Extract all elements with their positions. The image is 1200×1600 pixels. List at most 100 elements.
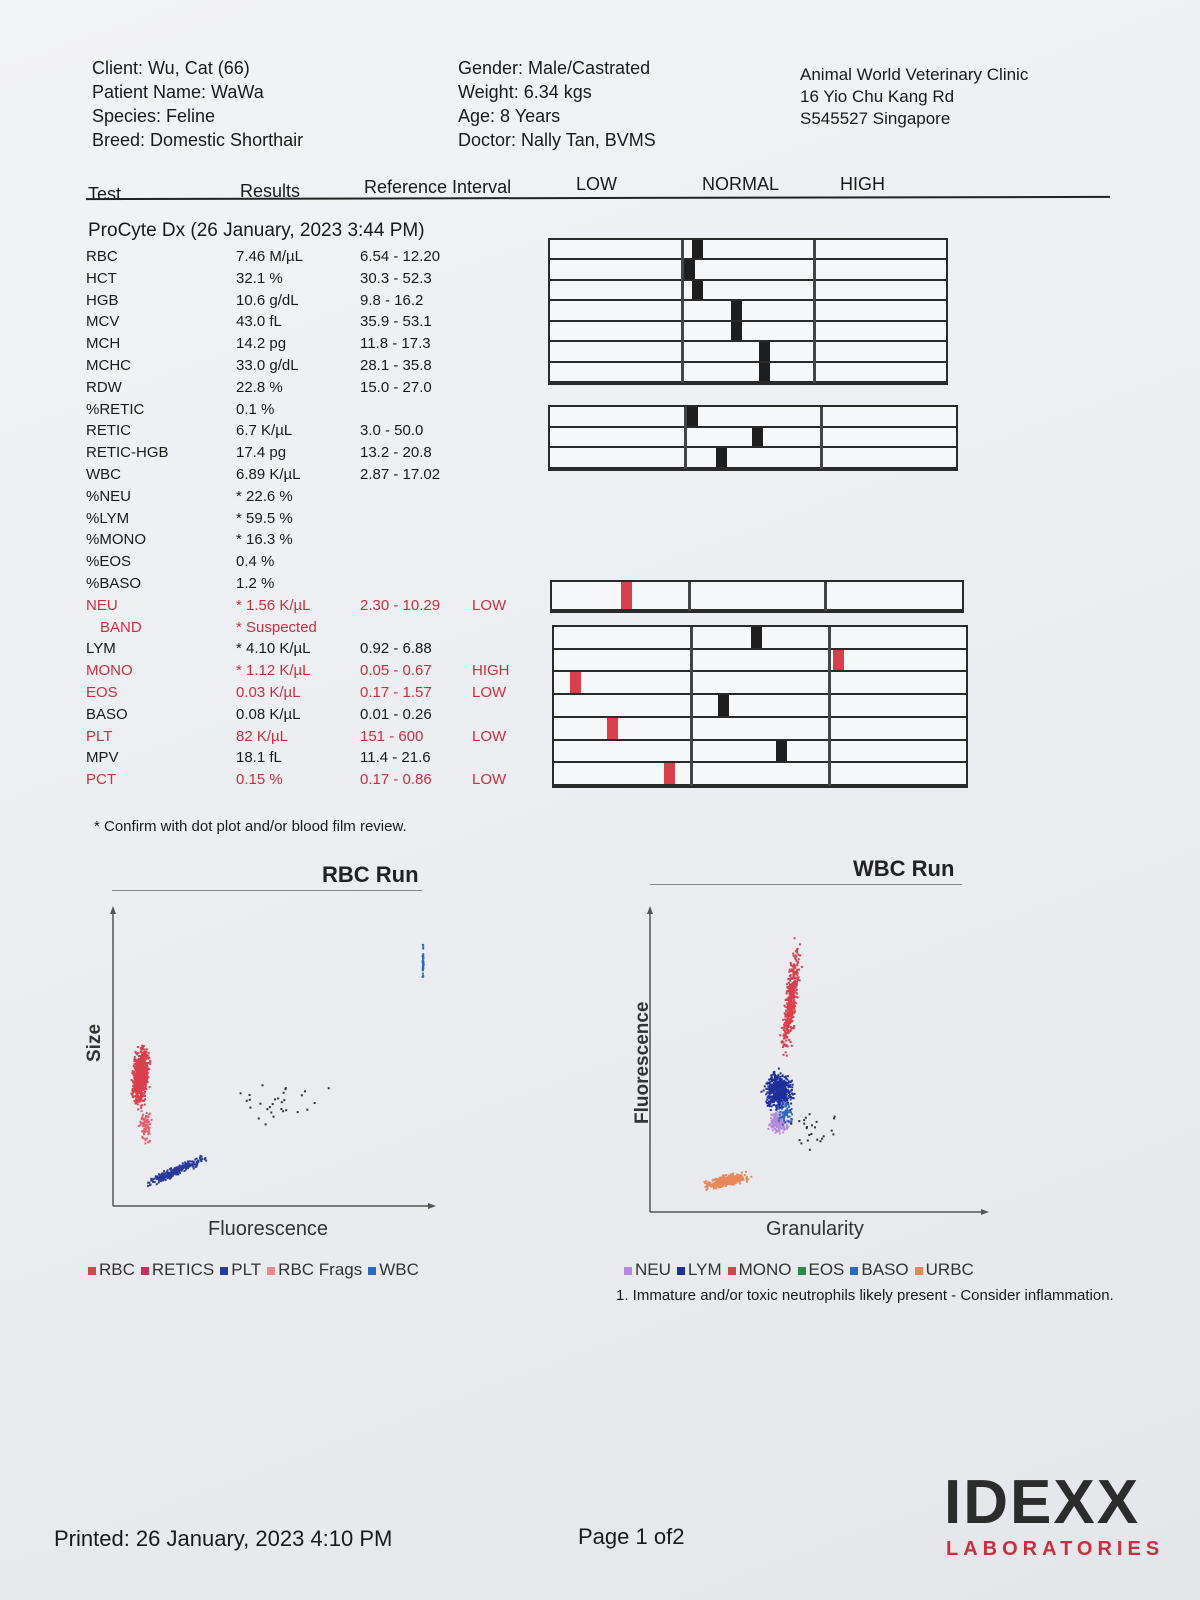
baso-cluster-point bbox=[784, 1104, 787, 1107]
result-result: 82 K/µL bbox=[236, 727, 289, 745]
gauge-group-wbc-diff bbox=[552, 625, 968, 788]
mono-cluster-point bbox=[787, 1017, 790, 1020]
lym-cluster-point bbox=[784, 1094, 786, 1096]
rbc-cluster-point bbox=[146, 1056, 149, 1058]
plt-cluster-point bbox=[148, 1181, 151, 1184]
neu-cluster-point bbox=[782, 1131, 785, 1134]
retic-cluster-point bbox=[148, 1120, 151, 1123]
neu-cluster-point bbox=[768, 1124, 771, 1127]
lym-cluster-point bbox=[769, 1102, 772, 1105]
urbc-cluster-point bbox=[725, 1181, 728, 1183]
plt-cluster-point bbox=[155, 1178, 158, 1181]
lym-cluster-point bbox=[766, 1081, 769, 1084]
neu-cluster-point bbox=[778, 1122, 781, 1124]
debris-point bbox=[798, 1139, 801, 1142]
plt-cluster-point bbox=[187, 1163, 190, 1166]
gauge-row-mchc bbox=[550, 342, 946, 363]
plt-cluster-point bbox=[163, 1178, 166, 1181]
rbc-frag-point bbox=[296, 1111, 299, 1114]
baso-cluster-point bbox=[785, 1109, 788, 1112]
rbc-x-label: Fluorescence bbox=[208, 1218, 329, 1240]
mono-cluster-point bbox=[784, 1024, 786, 1027]
baso-cluster-point bbox=[782, 1116, 784, 1119]
plt-cluster-point bbox=[191, 1163, 194, 1166]
baso-cluster-point bbox=[780, 1116, 783, 1119]
urbc-cluster-point bbox=[706, 1182, 709, 1185]
legend-swatch bbox=[727, 1266, 736, 1275]
baso-cluster-point bbox=[790, 1111, 792, 1114]
lym-cluster-point bbox=[780, 1078, 783, 1081]
mono-cluster-point bbox=[798, 979, 801, 982]
debris-point bbox=[822, 1135, 825, 1138]
rbc-cluster-point bbox=[146, 1073, 149, 1076]
plt-cluster-point bbox=[177, 1166, 180, 1168]
lym-cluster-point bbox=[765, 1087, 768, 1090]
mono-cluster-point bbox=[783, 1004, 786, 1007]
urbc-cluster-point bbox=[736, 1173, 739, 1176]
col-low: LOW bbox=[576, 174, 618, 194]
urbc-cluster-point bbox=[713, 1179, 716, 1182]
debris-point bbox=[804, 1116, 807, 1119]
lym-cluster-point bbox=[772, 1090, 775, 1093]
rbc-cluster-point bbox=[146, 1057, 149, 1060]
rbc-frag-point bbox=[248, 1094, 251, 1096]
rbc-y-label: Size bbox=[84, 1023, 105, 1062]
lym-cluster-point bbox=[766, 1082, 769, 1085]
plt-cluster-point bbox=[184, 1163, 187, 1166]
result-test: %MONO bbox=[86, 531, 146, 549]
urbc-cluster-point bbox=[723, 1174, 726, 1177]
plt-cluster-point bbox=[188, 1165, 191, 1168]
mono-cluster-point bbox=[789, 996, 792, 999]
plt-cluster-point bbox=[192, 1161, 195, 1163]
result-test: NEU bbox=[86, 596, 118, 614]
rbc-cluster-point bbox=[137, 1085, 140, 1088]
mono-cluster-point bbox=[786, 1027, 789, 1030]
retic-cluster-point bbox=[143, 1137, 146, 1140]
result-ref: 0.05 - 0.67 bbox=[360, 662, 432, 680]
rbc-cluster-point bbox=[134, 1084, 137, 1087]
mono-cluster-point bbox=[791, 1019, 794, 1022]
mono-cluster-point bbox=[786, 1024, 789, 1027]
result-ref: 3.0 - 50.0 bbox=[360, 422, 424, 440]
rbc-cluster-point bbox=[131, 1093, 134, 1096]
rbc-cluster-point bbox=[139, 1050, 142, 1053]
plt-cluster-point bbox=[170, 1176, 172, 1179]
baso-cluster-point bbox=[777, 1107, 780, 1110]
plt-cluster-point bbox=[149, 1183, 152, 1186]
lym-cluster-point bbox=[779, 1078, 782, 1081]
rbc-frag-point bbox=[274, 1098, 276, 1101]
lym-cluster-point bbox=[779, 1072, 782, 1075]
rbc-cluster-point bbox=[133, 1088, 136, 1091]
result-result: * Suspected bbox=[236, 618, 317, 636]
retic-cluster-point bbox=[145, 1121, 148, 1124]
urbc-cluster-point bbox=[727, 1176, 730, 1179]
mono-cluster-point bbox=[792, 981, 795, 984]
baso-cluster-point bbox=[787, 1103, 790, 1106]
neu-cluster-point bbox=[776, 1110, 779, 1113]
rbc-cluster-point bbox=[140, 1064, 143, 1066]
mono-cluster-point bbox=[793, 983, 796, 986]
neu-cluster-point bbox=[770, 1113, 773, 1116]
urbc-cluster-point bbox=[719, 1176, 721, 1179]
mono-cluster-point bbox=[786, 986, 789, 989]
mono-cluster-point bbox=[788, 968, 791, 971]
legend-label: URBC bbox=[925, 1260, 974, 1279]
lym-cluster-point bbox=[787, 1089, 790, 1092]
mono-cluster-point bbox=[785, 1010, 788, 1012]
urbc-cluster-point bbox=[706, 1188, 709, 1190]
gauge-divider bbox=[819, 407, 823, 469]
baso-cluster-point bbox=[788, 1110, 791, 1113]
lym-cluster-point bbox=[766, 1104, 769, 1107]
retic-cluster-point bbox=[142, 1125, 145, 1128]
rbc-cluster-point bbox=[134, 1088, 137, 1091]
retic-cluster-point bbox=[141, 1137, 144, 1140]
lym-cluster-point bbox=[772, 1078, 775, 1081]
mono-cluster-point bbox=[793, 971, 796, 974]
result-test: %RETIC bbox=[86, 400, 145, 418]
urbc-cluster-point bbox=[720, 1180, 723, 1183]
wbc-chart-title: WBC Run bbox=[853, 856, 955, 881]
lym-cluster-point bbox=[767, 1088, 770, 1091]
neu-cluster-point bbox=[785, 1119, 788, 1122]
rbc-cluster-point bbox=[136, 1063, 139, 1066]
mono-cluster-point bbox=[793, 1009, 796, 1012]
